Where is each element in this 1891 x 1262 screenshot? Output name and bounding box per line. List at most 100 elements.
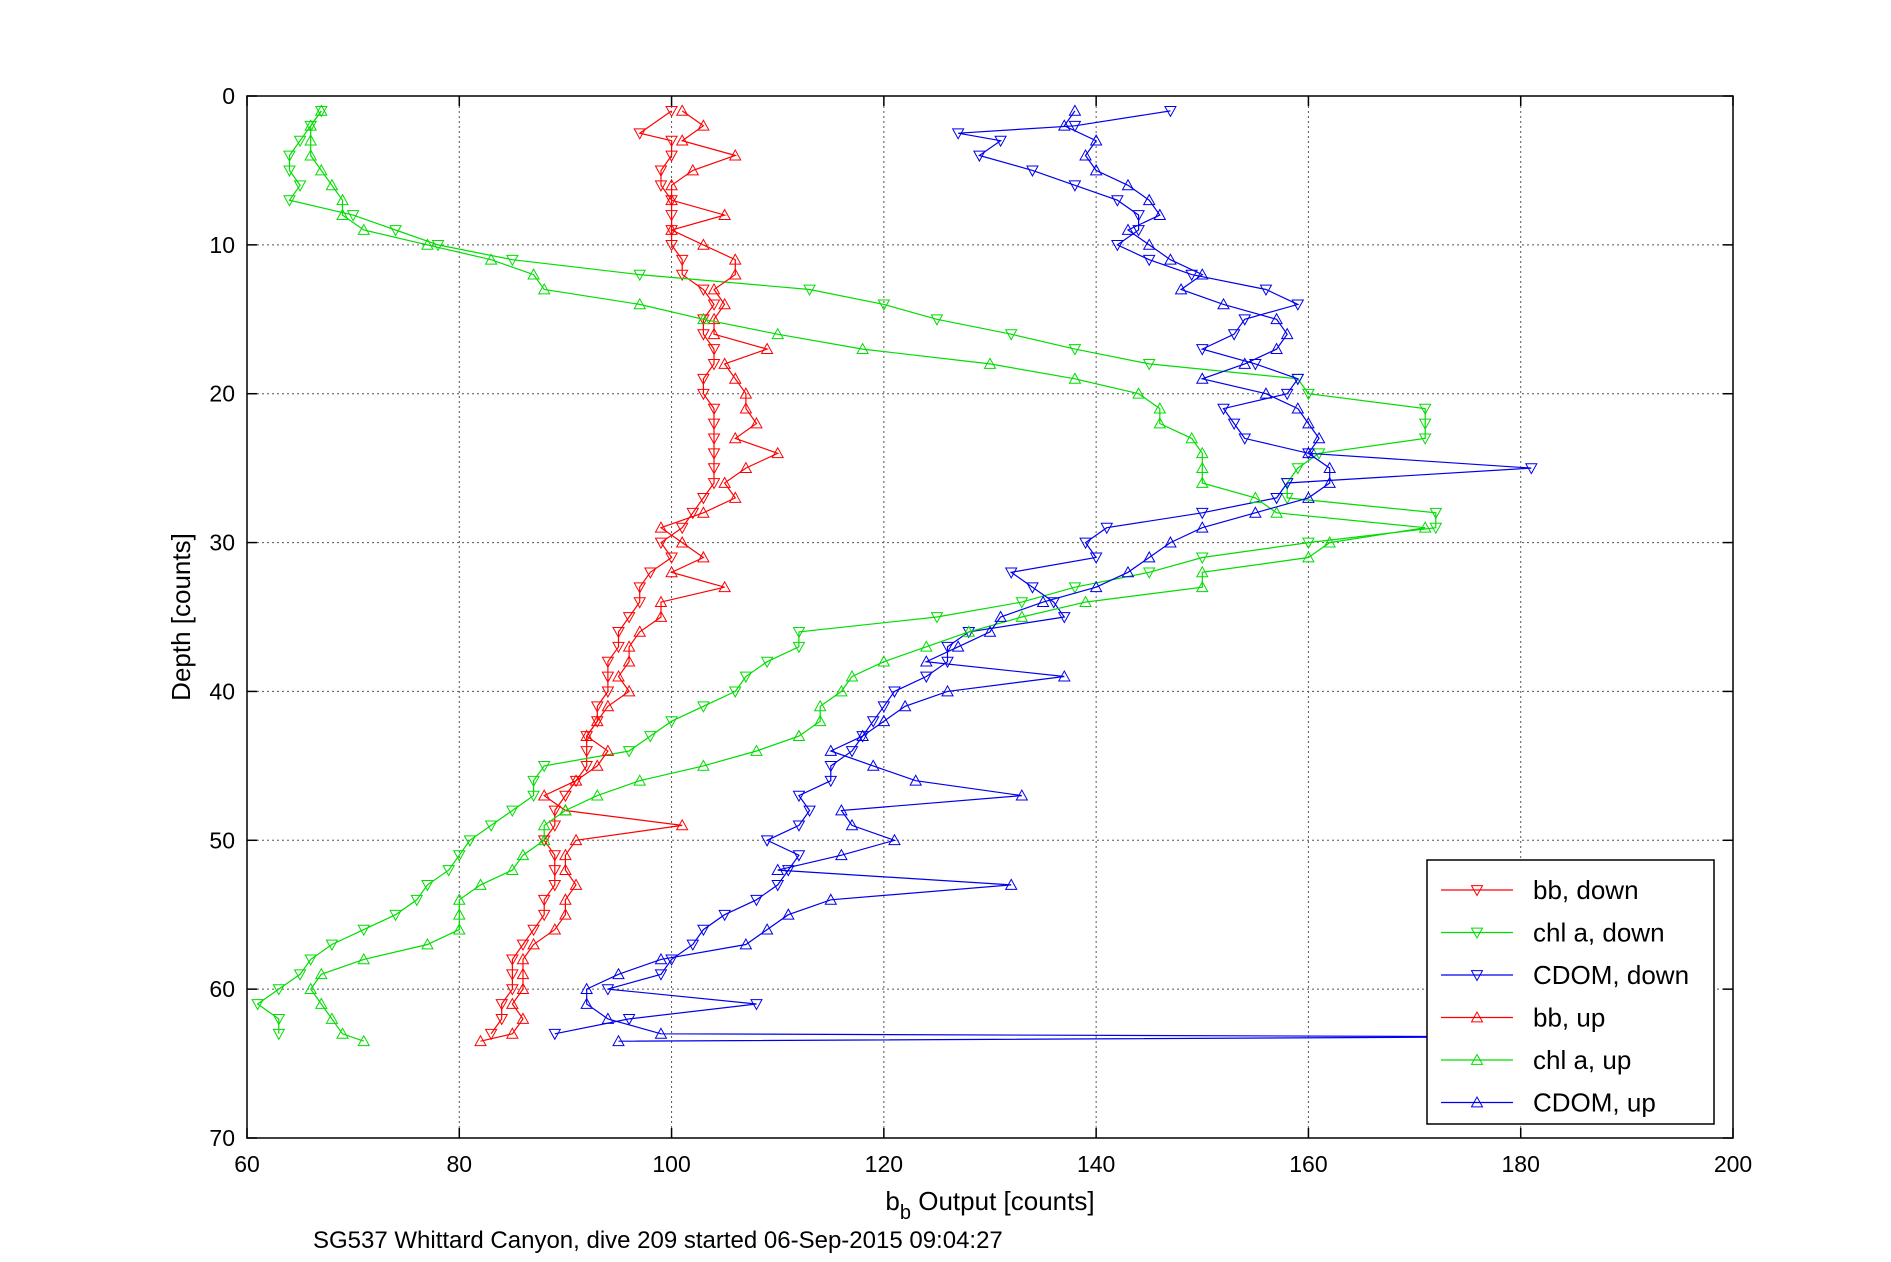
data-point [1291,463,1305,475]
data-point [548,820,562,832]
data-point [601,686,615,698]
data-point [580,731,594,743]
data-point [1418,418,1432,431]
data-point [1015,789,1029,801]
data-point [283,195,296,207]
data-point [877,655,891,667]
data-point [728,253,742,265]
x-axis-label-rest: Output [counts] [911,1186,1095,1216]
data-point [675,104,689,116]
data-point [771,863,785,875]
chart-caption: SG537 Whittard Canyon, dive 209 started … [313,1227,1003,1254]
x-tick-label: 100 [652,1151,690,1177]
series-line [256,110,1437,1034]
data-point [1089,163,1103,176]
series-1 [251,105,1443,1041]
data-point [304,134,318,146]
data-point [1164,536,1177,548]
series-line [309,110,1426,1042]
data-point [1302,388,1315,401]
data-point [452,908,466,920]
data-point [835,684,848,697]
data-point [792,729,806,741]
data-point [1312,431,1326,444]
data-point [771,327,785,340]
data-point [707,463,721,475]
plot-frame [246,95,1734,1139]
data-point [697,550,710,563]
data-point [1323,476,1337,488]
data-point [697,238,710,250]
data-point [421,880,434,892]
data-point [1280,478,1294,490]
data-point [1302,416,1315,429]
data-point [845,746,859,758]
data-point [654,595,668,608]
data-point [314,967,328,980]
data-point [1121,223,1135,235]
data-point [1270,493,1283,505]
data-point [548,850,562,862]
data-point [728,268,742,280]
data-point [590,789,604,801]
legend-marker [1470,1053,1484,1065]
data-point [1068,582,1082,594]
data-point [1291,299,1305,311]
data-point [1174,282,1188,295]
data-point [665,135,678,148]
data-point [622,684,636,697]
data-point [559,908,572,920]
data-point [697,312,710,325]
data-point [697,119,710,131]
data-point [665,150,678,163]
data-point [665,178,678,191]
data-point [1302,491,1315,503]
data-point [516,982,530,995]
data-point [1164,105,1177,118]
data-point [1195,580,1209,593]
data-point [675,269,689,282]
data-point [697,506,710,518]
data-point [792,820,806,832]
data-point [506,254,519,267]
data-point [1323,536,1337,548]
data-point [707,359,721,371]
data-point [739,461,753,474]
data-point [1195,507,1209,520]
data-point [580,746,594,758]
data-point [506,969,519,981]
data-point [304,119,318,131]
data-point [389,225,402,237]
data-point [675,522,689,535]
data-point [750,894,763,907]
data-point [506,805,519,818]
data-point [707,448,721,460]
legend-marker [1470,1010,1484,1023]
data-point [824,775,838,788]
data-point [909,774,923,786]
data-point [1068,372,1082,384]
data-point [612,626,625,639]
data-point [314,997,328,1009]
data-point [697,284,710,297]
legend-marker [1470,885,1484,897]
data-point [654,969,668,981]
data-point [665,223,678,235]
data-point [548,805,562,818]
data-point [866,759,880,771]
data-point [835,803,848,816]
data-point [760,923,774,935]
data-point [251,999,264,1011]
data-point [675,536,689,548]
y-tick-label: 60 [209,976,235,1002]
data-point [527,268,540,280]
data-point [516,952,530,965]
data-point [856,731,869,743]
data-point [994,135,1007,148]
data-point [559,803,572,816]
data-point [452,923,466,935]
data-point [590,714,604,727]
data-point [1195,344,1209,356]
data-point [622,655,636,667]
